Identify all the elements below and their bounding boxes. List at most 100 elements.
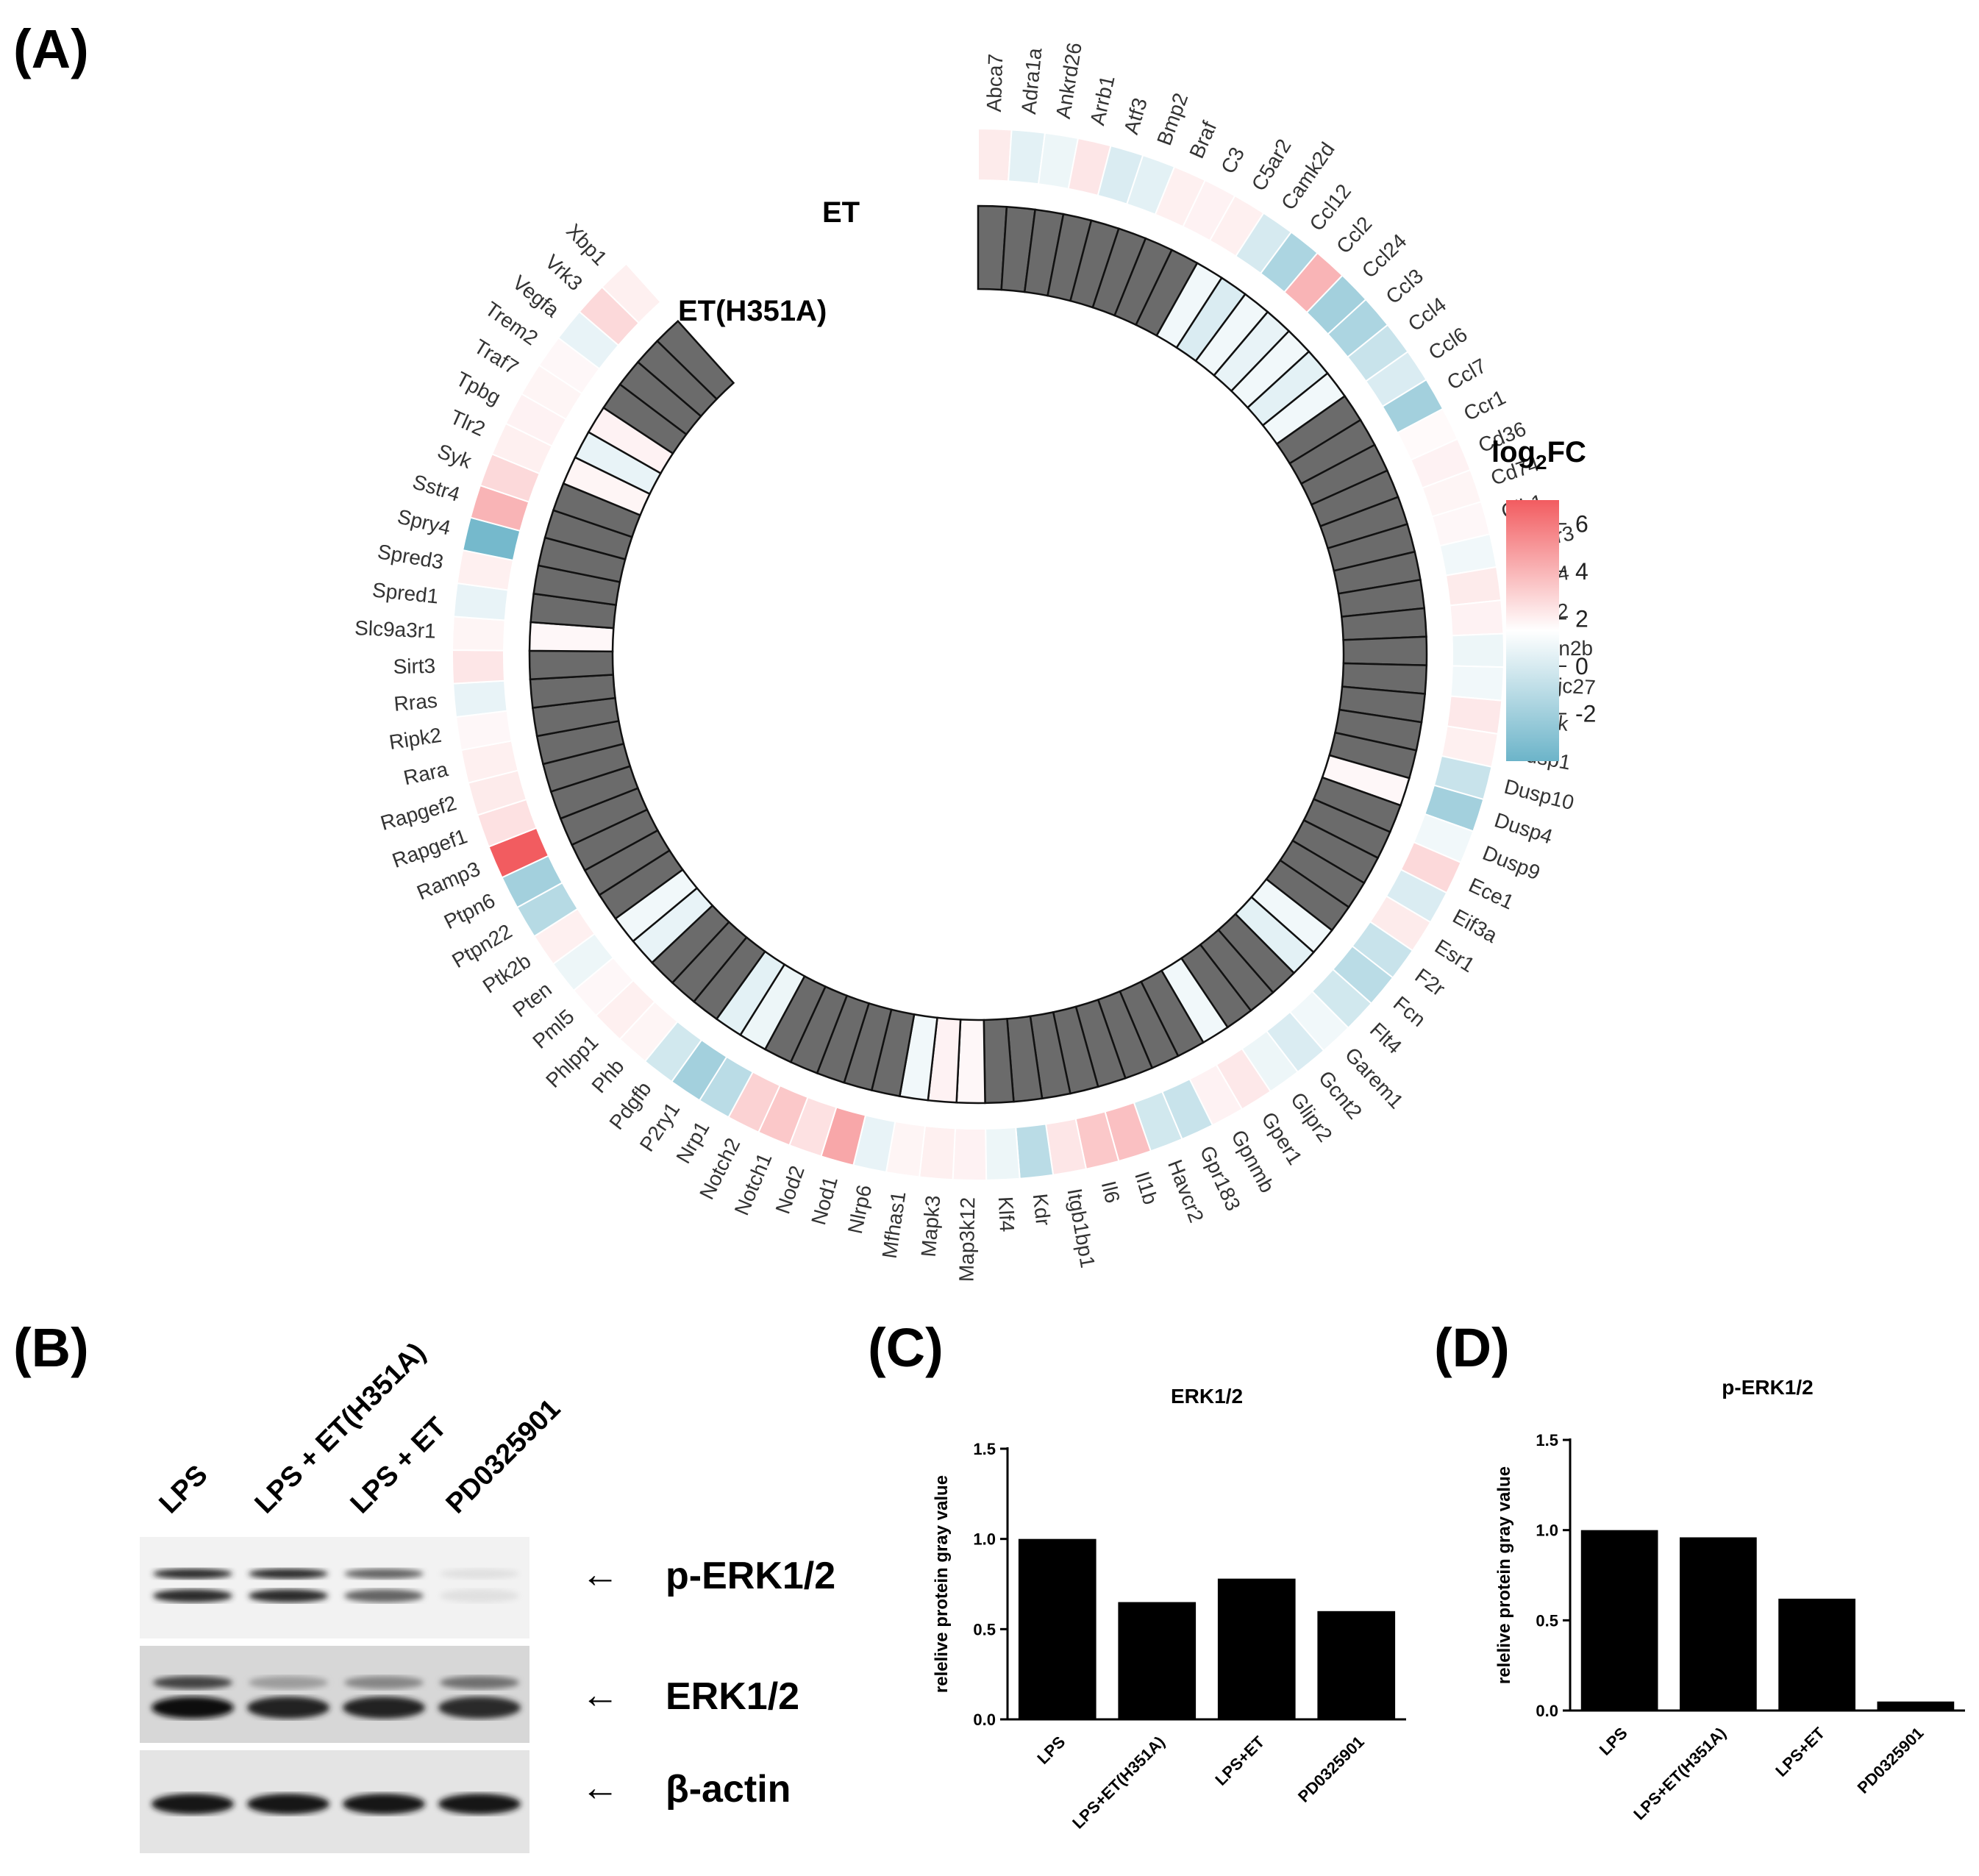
gene-label: Mapk3 — [917, 1194, 945, 1258]
gene-label: Nlrp6 — [844, 1183, 876, 1236]
panel-a-label: (A) — [13, 18, 89, 79]
heat-cell-et — [977, 127, 1013, 182]
y-tick-label: 0.5 — [1536, 1611, 1558, 1630]
gene-label: Slc9a3r1 — [354, 616, 437, 642]
heat-cell-et — [452, 680, 508, 718]
gene-label: Ccl6 — [1424, 323, 1472, 365]
gene-label: Braf — [1185, 118, 1221, 162]
gene-label: Abca7 — [983, 53, 1008, 112]
gene-label: Nod1 — [807, 1174, 842, 1227]
x-tick-label: PD0325901 — [1854, 1724, 1928, 1797]
heat-cell-et — [952, 1127, 988, 1181]
blot-band — [153, 1676, 232, 1689]
arrow-icon: ← — [581, 1553, 619, 1596]
x-tick-label: LPS — [1596, 1724, 1631, 1759]
x-tick-label: LPS+ET(H351A) — [1069, 1733, 1169, 1833]
heat-cell-et — [601, 263, 662, 324]
actin-label: β-actin — [666, 1768, 791, 1811]
band-label-actin: ← β-actin — [581, 1766, 791, 1811]
heat-cell-et-h351a — [655, 319, 735, 401]
gene-label: Il6 — [1097, 1179, 1124, 1205]
gene-label: Havcr2 — [1163, 1157, 1208, 1226]
gene-label: Dusp10 — [1502, 775, 1576, 815]
panel-d-label: (D) — [1434, 1317, 1510, 1378]
blot-band — [249, 1589, 328, 1602]
legend-tick-label: 0 — [1575, 653, 1588, 680]
heat-cell-et — [1015, 1123, 1055, 1180]
heat-cell-et — [452, 649, 506, 685]
gene-label: Kdr — [1029, 1192, 1055, 1227]
gene-label: F2r — [1411, 964, 1449, 1001]
blot-band — [249, 1569, 328, 1579]
gene-label: Notch1 — [730, 1149, 777, 1219]
gene-label: Ripk2 — [388, 724, 443, 754]
panel-c-label: (C) — [868, 1317, 944, 1378]
y-axis-label: relelive protein gray value — [1494, 1466, 1514, 1684]
blot-band — [440, 1676, 519, 1689]
gene-label: Pten — [508, 977, 556, 1021]
gene-label: Nod2 — [771, 1163, 809, 1216]
x-tick-label: PD0325901 — [1294, 1733, 1368, 1806]
y-tick-label: 1.5 — [973, 1440, 996, 1458]
blot-band — [343, 1697, 425, 1719]
blot-band — [343, 1794, 425, 1814]
gene-label: Ccl4 — [1404, 293, 1450, 335]
bar — [1317, 1611, 1396, 1719]
legend-tick-label: 2 — [1575, 605, 1588, 632]
blot-band — [247, 1697, 329, 1719]
heat-cell-et — [1451, 632, 1505, 668]
gene-label: Ccr1 — [1460, 385, 1509, 425]
gene-label: Dusp9 — [1480, 841, 1544, 884]
gene-label: C3 — [1216, 143, 1249, 177]
y-tick-label: 0.5 — [973, 1620, 996, 1638]
blot-band — [151, 1794, 234, 1814]
gene-label: Ptpn6 — [441, 889, 499, 934]
legend-tick-label: -2 — [1575, 700, 1596, 727]
legend-tick-label: 4 — [1575, 558, 1588, 585]
gene-label: Traf7 — [470, 335, 522, 379]
gene-label: Eif3a — [1449, 905, 1501, 947]
band-label-erk: ← ERK1/2 — [581, 1674, 799, 1718]
gene-label: Ece1 — [1465, 874, 1517, 914]
erk-membrane — [140, 1646, 529, 1743]
chart-title: p-ERK1/2 — [1722, 1376, 1813, 1399]
gene-label: Tlr2 — [447, 405, 489, 441]
blot-band — [440, 1589, 519, 1602]
gene-label: Atf3 — [1119, 95, 1152, 137]
gene-label: Arrb1 — [1085, 74, 1119, 128]
gene-label: Bmp2 — [1152, 90, 1192, 148]
ring-label-et-h351a: ET(H351A) — [678, 295, 827, 327]
heat-cell-et — [452, 616, 506, 652]
gene-label: Tpbg — [452, 367, 504, 409]
blot-bands — [151, 1569, 521, 1814]
gene-label: Flt4 — [1366, 1018, 1406, 1058]
gene-label: Esr1 — [1431, 935, 1479, 977]
legend-colorbar — [1506, 500, 1559, 761]
ring-et-h351a — [528, 204, 1428, 1105]
x-tick-label: LPS — [1033, 1733, 1069, 1768]
heat-cell-et — [1449, 599, 1505, 637]
legend-tick-label: 6 — [1575, 510, 1588, 537]
heat-cell-et — [985, 1126, 1021, 1181]
blot-band — [153, 1569, 232, 1579]
bar — [1018, 1538, 1097, 1719]
y-tick-label: 1.0 — [973, 1530, 996, 1549]
blot-band — [344, 1589, 424, 1602]
gene-label: Mfhas1 — [878, 1190, 910, 1260]
blot-band — [440, 1569, 519, 1579]
gene-label: Fcn — [1389, 991, 1430, 1031]
circular-heatmap: Abca7 Adra1a Ankrd26 Arrb1 Atf3 Bmp2BrafC3C5a… — [354, 41, 1597, 1283]
gene-label: Sirt3 — [393, 655, 435, 678]
chart-title: ERK1/2 — [1171, 1385, 1243, 1408]
gene-label: Klf4 — [994, 1196, 1019, 1233]
heat-cell-et-h351a — [1342, 635, 1428, 666]
p-erk-membrane — [140, 1537, 529, 1638]
bar — [1580, 1530, 1658, 1711]
arrow-icon: ← — [581, 1766, 619, 1809]
gene-label: Ccl2 — [1332, 212, 1377, 257]
x-tick-label: LPS+ET(H351A) — [1630, 1724, 1730, 1824]
blot-band — [438, 1794, 521, 1814]
bar — [1778, 1598, 1855, 1711]
